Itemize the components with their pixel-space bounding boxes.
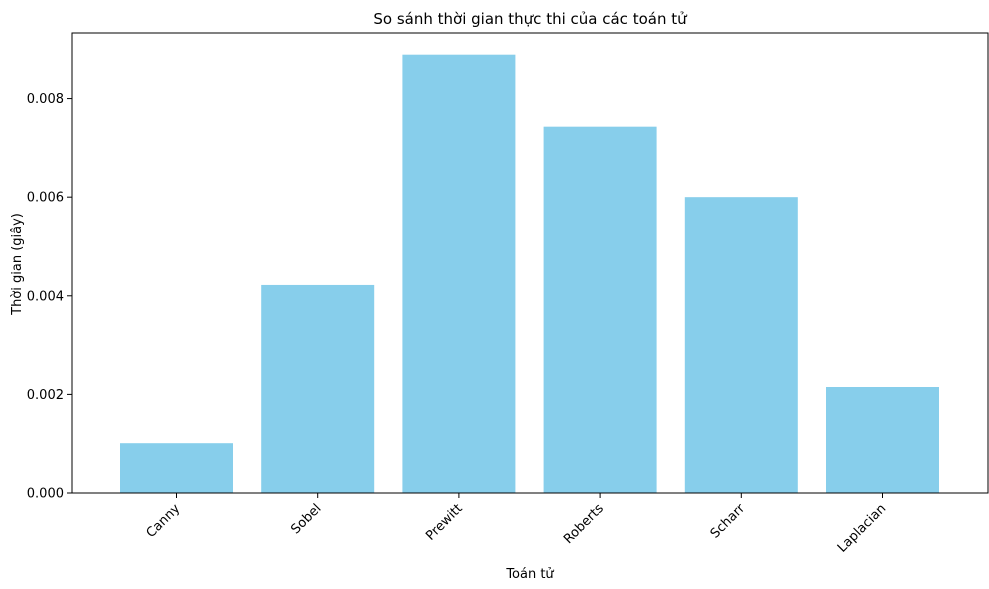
plot-frame — [71, 32, 989, 494]
bar-prewitt — [402, 54, 516, 493]
bar-scharr — [684, 197, 798, 493]
y-axis-ticks: 0.000 0.002 0.004 0.006 0.008 — [27, 92, 72, 502]
x-axis-label: Toán tử — [505, 567, 554, 582]
bar-roberts — [543, 126, 657, 494]
x-tick-label: Prewitt — [423, 501, 466, 544]
x-tick-label: Roberts — [561, 501, 607, 547]
y-tick-label: 0.006 — [27, 191, 64, 206]
bar-canny — [120, 443, 233, 493]
y-tick-label: 0.000 — [27, 487, 64, 502]
bars-layer — [120, 54, 939, 494]
y-tick-label: 0.004 — [27, 289, 64, 304]
y-tick-label: 0.002 — [27, 388, 64, 403]
y-tick-label: 0.008 — [27, 92, 64, 107]
x-tick-label: Scharr — [708, 501, 749, 542]
x-axis-ticks: Canny Sobel Prewitt Roberts Scharr Laplacian — [144, 493, 889, 556]
bar-sobel — [261, 284, 375, 493]
x-tick-label: Sobel — [288, 501, 324, 537]
x-tick-label: Canny — [144, 501, 184, 541]
y-axis-label: Thời gian (giây) — [10, 213, 25, 316]
bar-laplacian — [826, 387, 939, 493]
chart-title: So sánh thời gian thực thi của các toán … — [373, 10, 688, 28]
x-tick-label: Laplacian — [835, 501, 889, 555]
